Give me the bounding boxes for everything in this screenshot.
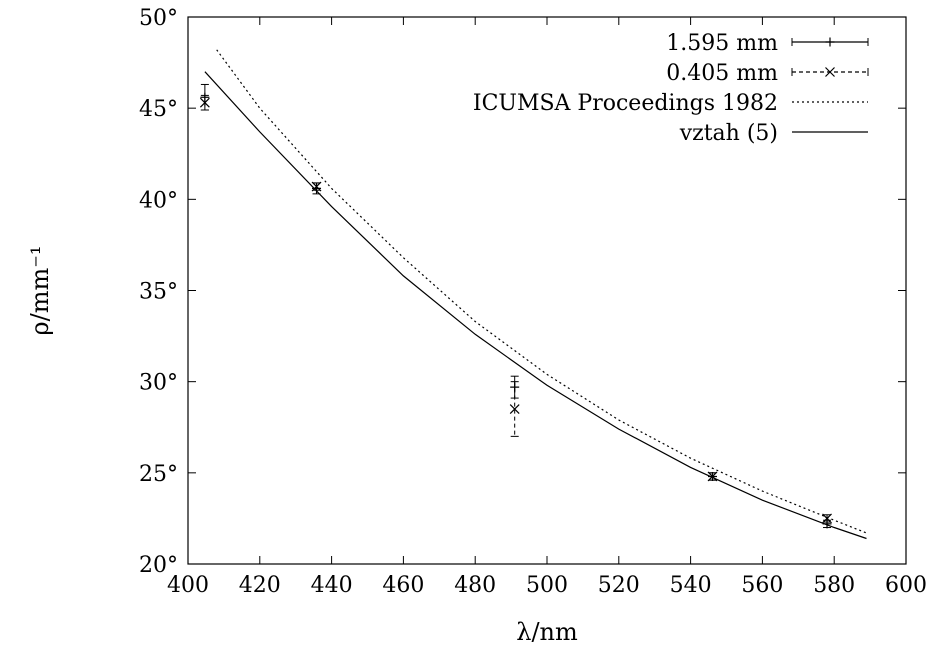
series-2 bbox=[216, 49, 867, 534]
legend-label: vztah (5) bbox=[679, 121, 778, 146]
series-0 bbox=[200, 83, 832, 529]
data-point bbox=[199, 97, 210, 108]
tick-labels: 400 420 440 460 480 500 520 540 560 580 600 20° 25° 3… bbox=[139, 6, 927, 598]
data-point bbox=[707, 471, 718, 482]
series-layer bbox=[199, 49, 867, 540]
legend-label: 0.405 mm bbox=[666, 61, 778, 86]
data-point bbox=[822, 513, 832, 524]
legend-marker bbox=[825, 37, 835, 47]
x-tick-label: 520 bbox=[598, 573, 640, 598]
y-tick-label: 25° bbox=[139, 462, 178, 487]
x-tick-label: 600 bbox=[885, 573, 927, 598]
legend-label: ICUMSA Proceedings 1982 bbox=[473, 91, 778, 116]
x-axis-title: λ/nm bbox=[516, 618, 578, 646]
x-tick-label: 460 bbox=[382, 573, 424, 598]
x-tick-label: 440 bbox=[311, 573, 353, 598]
y-tick-label: 45° bbox=[139, 97, 178, 122]
series-1 bbox=[199, 94, 832, 524]
x-tick-label: 400 bbox=[167, 573, 209, 598]
series-line bbox=[204, 71, 867, 540]
y-axis-title: ρ/mm⁻¹ bbox=[26, 246, 54, 336]
y-tick-label: 35° bbox=[139, 280, 178, 305]
data-point bbox=[509, 404, 520, 414]
series-3 bbox=[204, 71, 867, 540]
series-line bbox=[216, 49, 867, 534]
x-tick-label: 540 bbox=[670, 573, 712, 598]
legend-label: 1.595 mm bbox=[666, 31, 778, 56]
legend: 1.595 mm 0.405 mm ICUMSA Proceedings 1982 v… bbox=[473, 31, 869, 146]
y-tick-label: 40° bbox=[139, 188, 178, 213]
x-tick-label: 580 bbox=[813, 573, 855, 598]
x-tick-label: 500 bbox=[526, 573, 568, 598]
legend-marker bbox=[825, 67, 835, 77]
x-tick-label: 480 bbox=[454, 573, 496, 598]
x-tick-label: 560 bbox=[741, 573, 783, 598]
y-tick-label: 30° bbox=[139, 371, 178, 396]
axis-ticks bbox=[187, 16, 907, 565]
y-tick-label: 50° bbox=[139, 6, 178, 31]
x-tick-label: 420 bbox=[239, 573, 281, 598]
y-tick-label: 20° bbox=[139, 553, 178, 578]
data-point bbox=[311, 181, 322, 192]
